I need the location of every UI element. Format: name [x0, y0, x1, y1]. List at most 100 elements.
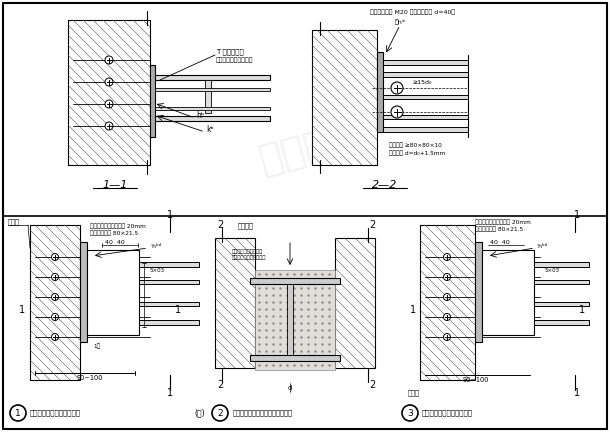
- Text: 螺栓不得小于 M20 （累累棒开孔 d=40）: 螺栓不得小于 M20 （累累棒开孔 d=40）: [370, 9, 455, 15]
- Bar: [68, 20, 150, 165]
- Text: 1: 1: [167, 210, 173, 220]
- Bar: [255, 270, 335, 370]
- Bar: [377, 52, 383, 132]
- Text: 1: 1: [19, 305, 25, 315]
- Text: （也可用自制成钉筋）: （也可用自制成钉筋）: [216, 57, 254, 63]
- Bar: [335, 238, 375, 368]
- Text: 2: 2: [369, 380, 375, 390]
- Text: ≥15d₀: ≥15d₀: [412, 79, 431, 85]
- Text: 3: 3: [407, 409, 413, 417]
- Text: 40  40: 40 40: [490, 239, 510, 245]
- Bar: [155, 75, 270, 80]
- Bar: [420, 225, 475, 380]
- Text: kᵇ: kᵇ: [206, 124, 213, 133]
- Text: 预留回填: 预留回填: [238, 222, 254, 229]
- Text: 预埋件: 预埋件: [8, 219, 20, 226]
- Bar: [534, 280, 589, 284]
- Text: 长圆孔不小于 80×21.5: 长圆孔不小于 80×21.5: [475, 226, 523, 232]
- Text: (一): (一): [195, 409, 206, 417]
- Bar: [383, 127, 468, 132]
- Text: 1: 1: [574, 210, 580, 220]
- Bar: [534, 262, 589, 267]
- Bar: [312, 30, 377, 165]
- Bar: [287, 284, 293, 355]
- Text: 坠板孔径 d=d₀+1.5mm: 坠板孔径 d=d₀+1.5mm: [389, 150, 445, 156]
- Bar: [87, 250, 139, 335]
- Text: 2: 2: [369, 220, 375, 230]
- Bar: [215, 238, 255, 368]
- Text: 鑉梁与混煉土楼的銒接连接: 鑉梁与混煉土楼的銒接连接: [422, 410, 473, 416]
- Circle shape: [105, 78, 113, 86]
- Text: 2: 2: [217, 409, 223, 417]
- Text: 5×03: 5×03: [149, 269, 165, 273]
- Bar: [139, 320, 199, 325]
- Bar: [155, 88, 270, 91]
- Text: 鑉梁要安装完并校正无: 鑉梁要安装完并校正无: [232, 250, 264, 254]
- Text: 鑉梁与混煉土墙的銒接连接: 鑉梁与混煉土墙的銒接连接: [30, 410, 81, 416]
- Text: 1: 1: [579, 305, 585, 315]
- Text: 鑉梁与混煉土墙的銒接连接（二）: 鑉梁与混煉土墙的銒接连接（二）: [233, 410, 293, 416]
- Bar: [383, 60, 468, 65]
- Text: d: d: [288, 385, 292, 391]
- Bar: [139, 280, 199, 284]
- Circle shape: [51, 334, 59, 340]
- Bar: [383, 115, 468, 119]
- Bar: [250, 355, 340, 361]
- Text: 预埋件: 预埋件: [408, 390, 420, 396]
- Circle shape: [212, 405, 228, 421]
- Circle shape: [391, 82, 403, 94]
- Circle shape: [391, 106, 403, 118]
- Circle shape: [443, 273, 451, 280]
- Bar: [205, 80, 211, 113]
- Circle shape: [443, 254, 451, 260]
- Text: T 型钉连接件: T 型钉连接件: [216, 49, 244, 55]
- Text: 坠板尺寸 ≥80×80×10: 坠板尺寸 ≥80×80×10: [389, 142, 442, 148]
- Bar: [139, 302, 199, 306]
- Bar: [250, 278, 340, 284]
- Bar: [475, 242, 482, 342]
- Bar: [139, 262, 199, 267]
- Text: 误后方能回填混煉土填实: 误后方能回填混煉土填实: [232, 255, 267, 260]
- Circle shape: [105, 122, 113, 130]
- Circle shape: [105, 56, 113, 64]
- Circle shape: [51, 254, 59, 260]
- Text: 1: 1: [574, 388, 580, 398]
- Text: 1小: 1小: [93, 343, 101, 349]
- Bar: [150, 65, 155, 137]
- Text: 5×03: 5×03: [545, 269, 559, 273]
- Bar: [534, 320, 589, 325]
- Circle shape: [51, 314, 59, 321]
- Text: 1: 1: [175, 305, 181, 315]
- Text: ’hᵇᵈ: ’hᵇᵈ: [150, 244, 161, 248]
- Text: 40  40: 40 40: [105, 239, 125, 245]
- Text: 2: 2: [217, 380, 223, 390]
- Circle shape: [402, 405, 418, 421]
- Text: ’hᵇᵈ: ’hᵇᵈ: [536, 244, 547, 248]
- Bar: [383, 72, 468, 77]
- Text: 90~100: 90~100: [463, 377, 489, 383]
- Text: 安装螺栓直径不宜小于 20mm: 安装螺栓直径不宜小于 20mm: [475, 219, 531, 225]
- Text: 90~100: 90~100: [77, 375, 103, 381]
- Text: 1: 1: [15, 409, 21, 417]
- Circle shape: [443, 314, 451, 321]
- Text: 2: 2: [217, 220, 223, 230]
- Bar: [482, 250, 534, 335]
- Circle shape: [105, 100, 113, 108]
- Text: 1: 1: [167, 388, 173, 398]
- Text: 1: 1: [410, 305, 416, 315]
- Bar: [534, 302, 589, 306]
- Text: hᵇ: hᵇ: [196, 111, 204, 120]
- Circle shape: [51, 273, 59, 280]
- Circle shape: [51, 293, 59, 301]
- Bar: [155, 116, 270, 121]
- Circle shape: [443, 293, 451, 301]
- Text: 土木在线: 土木在线: [255, 120, 355, 181]
- Text: 1—1: 1—1: [102, 180, 127, 190]
- Bar: [155, 107, 270, 110]
- Bar: [80, 242, 87, 342]
- Text: ֿ小hⁱᵉ: ֿ小hⁱᵉ: [394, 19, 406, 25]
- Bar: [383, 95, 468, 99]
- Circle shape: [443, 334, 451, 340]
- Text: 安装螺栓直径不宜小于 20mm: 安装螺栓直径不宜小于 20mm: [90, 223, 146, 229]
- Text: 长圆孔不小于 80×21.5: 长圆孔不小于 80×21.5: [90, 230, 138, 236]
